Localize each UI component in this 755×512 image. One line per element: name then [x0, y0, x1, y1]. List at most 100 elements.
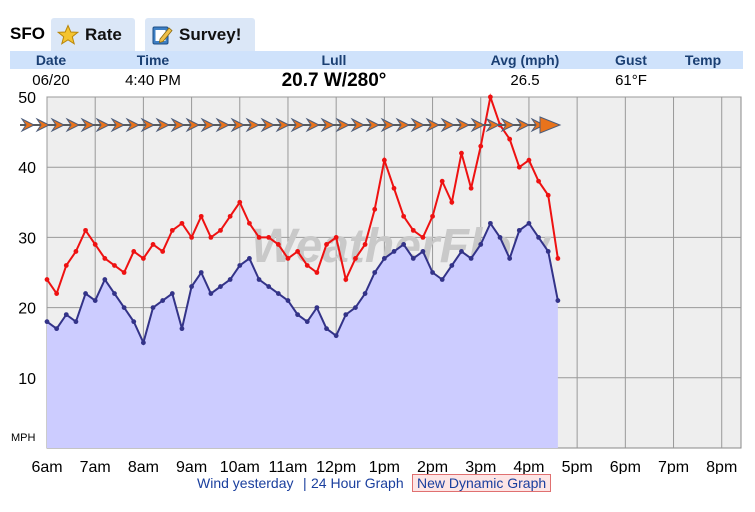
survey-pencil-icon	[152, 26, 173, 45]
rate-tab[interactable]: Rate	[51, 18, 135, 52]
direction-arrow	[65, 117, 81, 133]
data-table-header: Date Time Lull Avg (mph) Gust Temp	[10, 51, 743, 69]
gust-point	[198, 213, 204, 219]
header-gust: Gust	[615, 52, 647, 68]
gust-point	[478, 143, 484, 149]
y-axis-label: MPH	[11, 432, 36, 444]
lull-point	[275, 291, 281, 296]
gust-series-line	[46, 93, 559, 296]
x-tick-label: 6pm	[610, 459, 641, 474]
lull-point	[304, 319, 310, 325]
gust-point	[208, 235, 214, 240]
survey-tab-label: Survey!	[179, 25, 242, 44]
gust-point	[304, 263, 310, 268]
gust-point	[256, 235, 262, 240]
gust-point	[189, 235, 194, 240]
gust-point	[44, 277, 50, 282]
gust-point	[353, 256, 358, 261]
direction-arrow	[185, 117, 201, 133]
lull-point	[545, 249, 551, 254]
x-tick-label: 2pm	[417, 459, 448, 474]
header-temp: Temp	[684, 52, 722, 68]
gust-point	[487, 94, 493, 100]
gust-point	[324, 242, 329, 247]
lull-point	[295, 312, 301, 318]
direction-arrow	[365, 117, 381, 133]
direction-arrow	[260, 117, 276, 133]
series-layer	[44, 93, 561, 448]
lull-point	[266, 284, 272, 289]
gust-point	[536, 178, 541, 184]
y-axis-ticks: 10 20 30 40 50	[18, 90, 36, 388]
direction-arrow	[170, 117, 186, 133]
gust-point	[63, 263, 69, 268]
gust-point	[227, 213, 233, 219]
lull-point	[314, 305, 320, 310]
gust-point	[381, 157, 387, 163]
star-icon	[57, 24, 79, 45]
lull-point	[516, 227, 522, 233]
direction-arrow	[95, 117, 111, 133]
link-separator: |	[303, 475, 307, 491]
gust-point	[121, 270, 127, 275]
lull-point	[73, 319, 79, 325]
lull-point	[391, 249, 397, 254]
direction-arrows	[20, 116, 562, 134]
direction-arrow	[290, 117, 306, 133]
current-wind: 20.7 W/280°	[281, 70, 387, 91]
lull-point	[189, 284, 194, 289]
gust-point	[343, 277, 349, 282]
lull-point	[247, 256, 252, 261]
gust-point	[73, 249, 79, 254]
gust-point	[420, 235, 426, 240]
x-tick-label: 8am	[128, 459, 159, 474]
x-tick-label: 9am	[176, 459, 207, 474]
gust-point	[160, 249, 166, 254]
direction-arrow	[485, 117, 501, 133]
station-code: SFO	[10, 24, 45, 43]
lull-point	[54, 326, 60, 332]
lull-point	[150, 305, 156, 310]
survey-tab[interactable]: Survey!	[145, 18, 255, 52]
direction-arrow	[200, 117, 216, 133]
lull-point	[285, 298, 291, 303]
x-tick-label: 5pm	[562, 459, 593, 474]
gust-point	[275, 242, 281, 247]
hour24-graph-link[interactable]: 24 Hour Graph	[311, 475, 404, 491]
direction-arrow	[275, 117, 291, 133]
lull-point	[237, 263, 243, 268]
header-lull: Lull	[321, 52, 347, 68]
lull-point	[468, 256, 474, 261]
lull-point	[410, 256, 416, 261]
lull-point	[536, 235, 541, 240]
gust-point	[131, 249, 137, 254]
dynamic-graph-link[interactable]: New Dynamic Graph	[412, 474, 552, 492]
direction-arrow	[140, 117, 156, 133]
lull-point	[333, 333, 339, 339]
lull-point	[362, 291, 368, 296]
gust-point	[372, 206, 378, 212]
lull-point	[430, 270, 435, 275]
gust-point	[555, 256, 561, 261]
graph-links: Wind yesterday | 24 Hour Graph New Dynam…	[0, 474, 755, 494]
lull-point	[478, 242, 484, 247]
direction-arrow	[500, 117, 516, 133]
x-tick-label: 3pm	[465, 459, 496, 474]
gust-point	[150, 242, 156, 247]
gust-point	[314, 270, 320, 275]
direction-arrow	[20, 117, 36, 133]
lull-point	[507, 256, 513, 261]
direction-arrow	[440, 117, 456, 133]
gust-point	[333, 235, 339, 240]
current-avg: 26.5	[510, 72, 540, 89]
gust-point	[140, 256, 146, 261]
header-avg: Avg (mph)	[490, 52, 560, 68]
gust-point	[526, 157, 532, 163]
x-tick-label: 11am	[269, 459, 308, 474]
gust-point	[459, 150, 464, 156]
gust-point	[218, 227, 223, 233]
wind-yesterday-link[interactable]: Wind yesterday	[197, 475, 294, 491]
direction-arrow	[80, 117, 96, 133]
header-date: Date	[35, 52, 67, 68]
x-tick-label: 4pm	[513, 459, 544, 474]
